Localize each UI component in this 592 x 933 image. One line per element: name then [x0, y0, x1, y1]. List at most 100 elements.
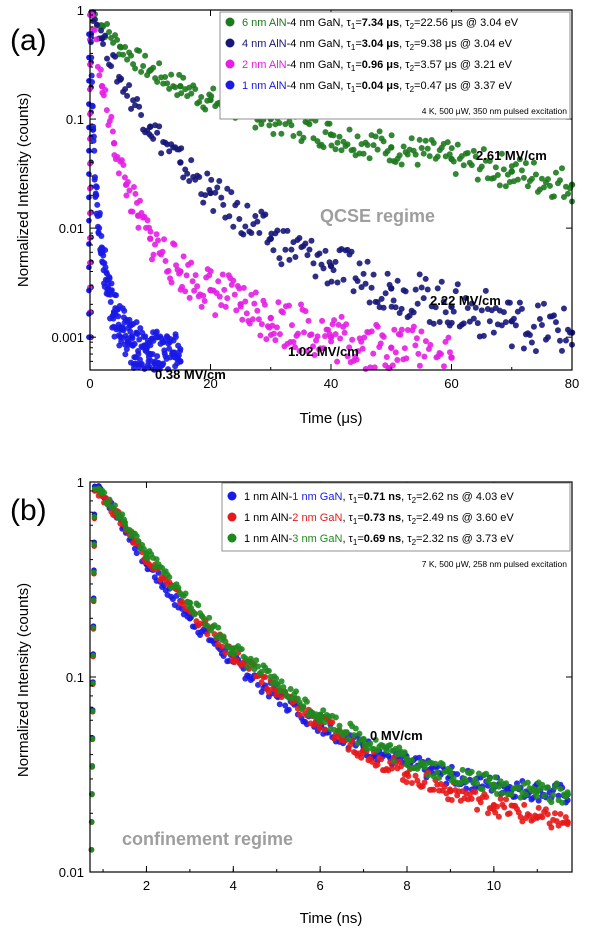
data-point	[304, 348, 311, 355]
data-point	[97, 66, 104, 73]
data-point	[414, 161, 421, 168]
subscript: 2	[410, 85, 415, 94]
data-point	[121, 516, 128, 523]
data-point	[200, 615, 207, 622]
data-point	[326, 120, 333, 127]
data-point	[441, 783, 448, 790]
data-point	[334, 139, 341, 146]
data-point	[356, 260, 363, 267]
data-point	[450, 158, 457, 165]
x-tick-label: 2	[143, 878, 150, 893]
data-point	[425, 772, 432, 779]
data-point	[515, 784, 522, 791]
data-point	[500, 309, 507, 316]
legend-entry: 1 nm AlN-4 nm GaN, τ1=0.04 μs, τ2=0.47 μ…	[225, 80, 513, 94]
data-point	[156, 123, 163, 130]
data-point	[296, 130, 303, 137]
legend-label-part: 1 nm AlN	[242, 80, 287, 92]
data-point	[102, 264, 109, 271]
data-point	[140, 63, 147, 70]
data-point	[298, 301, 305, 308]
legend-label-part: 7.34 μs	[362, 17, 399, 29]
legend-sep: , τ	[401, 512, 412, 524]
data-point	[361, 334, 368, 341]
data-point	[276, 331, 283, 338]
data-point	[430, 139, 437, 146]
data-point	[322, 129, 329, 136]
y-tick-label: 0.1	[66, 112, 84, 127]
legend-label-part: 3 nm GaN	[292, 533, 342, 545]
data-point	[202, 106, 209, 113]
data-point	[246, 320, 253, 327]
data-point	[358, 754, 365, 761]
data-point	[178, 145, 185, 152]
data-point	[326, 331, 333, 338]
data-point	[257, 332, 264, 339]
data-point	[276, 255, 283, 262]
data-point	[218, 194, 225, 201]
data-point	[364, 142, 371, 149]
data-point	[482, 287, 489, 294]
y-tick-label: 0.001	[51, 330, 84, 345]
data-point	[424, 145, 431, 152]
legend-label-part: =3.57 μs @ 3.21 eV	[414, 59, 513, 71]
data-point	[180, 253, 187, 260]
data-point	[556, 177, 563, 184]
data-point	[165, 267, 172, 274]
data-point	[282, 702, 289, 709]
data-point	[408, 135, 415, 142]
data-point	[191, 287, 198, 294]
data-point	[403, 355, 410, 362]
data-point	[322, 333, 329, 340]
legend-label-part: , τ	[342, 512, 353, 524]
data-point	[102, 32, 109, 39]
data-point	[276, 120, 283, 127]
legend-label-part: 3.04 μs	[362, 38, 399, 50]
data-point	[168, 279, 175, 286]
data-point	[111, 502, 118, 509]
data-point	[312, 273, 319, 280]
data-point	[497, 795, 504, 802]
legend-label-part: =2.49 ns @ 3.60 eV	[416, 512, 514, 524]
data-point	[184, 170, 191, 177]
data-point	[420, 150, 427, 157]
data-point	[478, 163, 485, 170]
legend-entry: 1 nm AlN-2 nm GaN, τ1=0.73 ns, τ2=2.49 n…	[227, 512, 514, 526]
panel-a: (a) 0 20 40 60 80 1 0.1 0.01 0.001 Time (μs) Nor…	[10, 3, 579, 427]
subscript: 2	[410, 43, 415, 52]
data-point	[450, 308, 457, 315]
data-point	[266, 122, 273, 129]
data-point	[136, 47, 143, 54]
data-point	[306, 121, 313, 128]
legend-equals: =	[355, 59, 361, 71]
data-point	[421, 779, 428, 786]
data-point	[100, 252, 107, 259]
x-tick-label: 10	[487, 878, 501, 893]
series-3	[86, 30, 184, 373]
subscript: 2	[410, 22, 415, 31]
data-point	[102, 247, 109, 254]
data-point	[446, 349, 453, 356]
data-point	[553, 780, 560, 787]
data-point	[269, 680, 276, 687]
data-point	[414, 777, 421, 784]
data-point	[472, 304, 479, 311]
data-point	[128, 105, 135, 112]
data-point	[424, 286, 431, 293]
data-point	[180, 74, 187, 81]
data-point	[275, 299, 282, 306]
data-point	[562, 337, 569, 344]
data-point	[503, 796, 510, 803]
data-point	[544, 811, 551, 818]
data-point	[292, 254, 299, 261]
data-point	[334, 358, 341, 365]
data-point	[282, 246, 289, 253]
y-tick-label: 1	[77, 475, 84, 490]
data-point	[156, 60, 163, 67]
data-point	[394, 277, 401, 284]
data-point	[150, 64, 157, 71]
data-point	[136, 336, 143, 343]
data-point	[279, 309, 286, 316]
data-point	[177, 346, 184, 353]
